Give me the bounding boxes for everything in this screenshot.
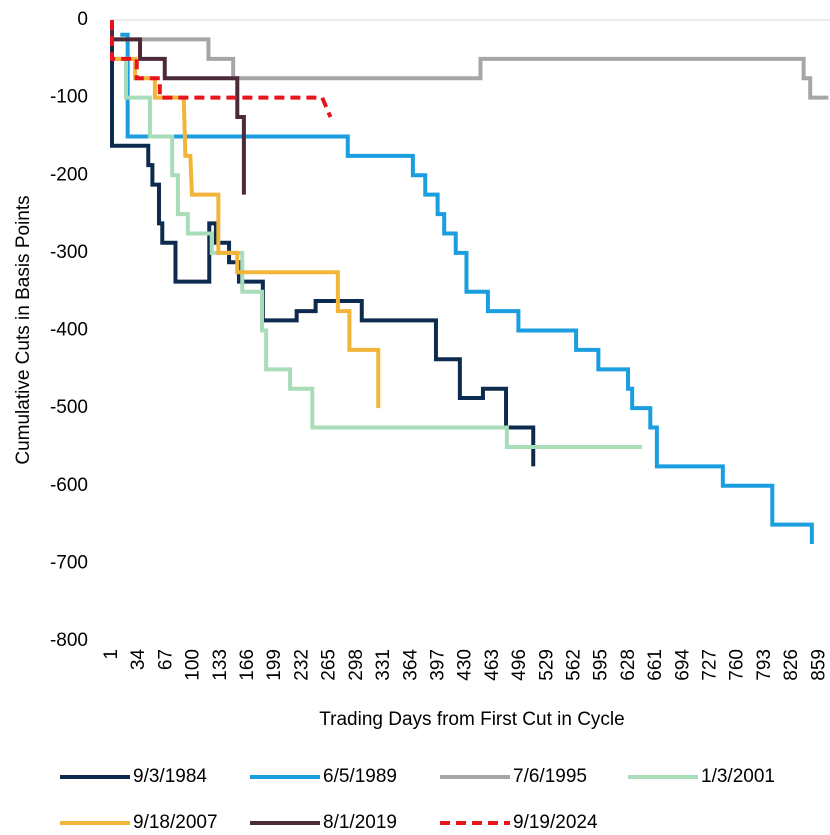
x-tick-label: 364: [400, 649, 421, 681]
x-tick-label: 661: [645, 649, 666, 681]
legend-label: 1/3/2001: [701, 766, 775, 787]
x-tick-label: 166: [237, 649, 258, 681]
series-line: [110, 20, 246, 195]
x-tick-label: 496: [509, 649, 530, 681]
legend-label: 8/1/2019: [323, 812, 397, 833]
legend-label: 7/6/1995: [513, 766, 587, 787]
y-tick-label: -400: [50, 320, 88, 341]
x-tick-label: 397: [427, 649, 448, 681]
series-line: [120, 32, 814, 544]
y-tick-label: -600: [50, 475, 88, 496]
x-tick-label: 859: [808, 649, 829, 681]
y-tick-label: -500: [50, 397, 88, 418]
y-tick-label: -200: [50, 164, 88, 185]
x-tick-label: 199: [264, 649, 285, 681]
x-tick-label: 760: [727, 649, 748, 681]
series-line: [110, 20, 333, 118]
x-tick-label: 133: [210, 649, 231, 681]
x-tick-label: 265: [319, 649, 340, 681]
x-tick-label: 694: [672, 649, 693, 681]
y-tick-label: -100: [50, 87, 88, 108]
x-tick-label: 529: [536, 649, 557, 681]
x-tick-label: 826: [781, 649, 802, 681]
x-tick-label: 562: [563, 649, 584, 681]
legend-label: 9/3/1984: [133, 766, 207, 787]
y-axis-label: Cumulative Cuts in Basis Points: [13, 195, 34, 464]
x-tick-label: 34: [128, 649, 149, 671]
x-tick-label: 232: [291, 649, 312, 681]
y-tick-label: -300: [50, 242, 88, 263]
y-tick-label: 0: [77, 9, 88, 30]
x-tick-label: 793: [754, 649, 775, 681]
series-line: [110, 20, 536, 467]
x-tick-label: 727: [699, 649, 720, 681]
series-line: [112, 56, 381, 409]
x-tick-label: 430: [455, 649, 476, 681]
x-tick-label: 100: [183, 649, 204, 681]
x-tick-label: 595: [591, 649, 612, 681]
x-tick-label: 298: [346, 649, 367, 681]
series-line: [110, 20, 829, 100]
legend-label: 9/19/2024: [513, 812, 598, 833]
legend-label: 6/5/1989: [323, 766, 397, 787]
x-tick-label: 331: [373, 649, 394, 681]
legend-label: 9/18/2007: [133, 812, 218, 833]
x-tick-label: 628: [618, 649, 639, 681]
y-tick-label: -800: [50, 630, 88, 651]
x-tick-label: 1: [101, 649, 122, 660]
x-axis-label: Trading Days from First Cut in Cycle: [319, 709, 624, 730]
x-tick-label: 67: [155, 649, 176, 670]
y-tick-label: -700: [50, 552, 88, 573]
x-tick-label: 463: [482, 649, 503, 681]
